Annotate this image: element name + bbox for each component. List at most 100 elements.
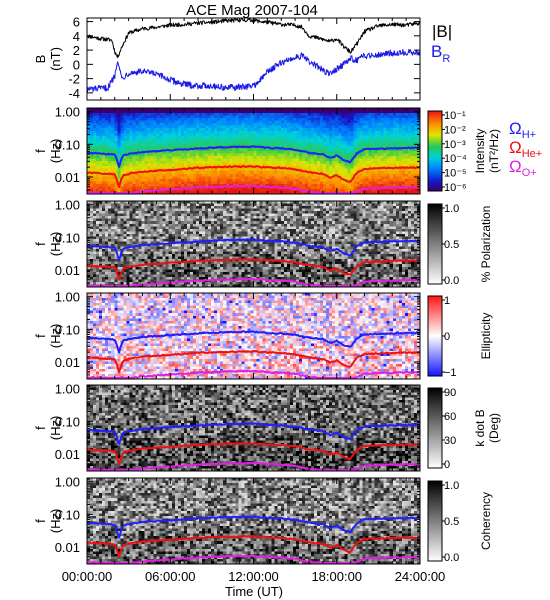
coherency-colorbar-tick: 0.0 [444,552,459,564]
cyclotron-line-He [86,535,421,558]
coherency-ytick-label: 1.00 [55,475,80,490]
series-line-b-total [87,17,421,59]
field-ytick-label: 4 [73,29,80,44]
kdotb-ytick-label: 0.01 [55,447,80,462]
time-tick-label: 06:00:00 [145,569,196,584]
kdotb-colorbar-tick: 90 [444,387,456,399]
coherency-yunit: (Hz) [48,509,63,534]
intensity-ytick-label: 1.00 [55,105,80,120]
cyclotron-line-H [86,330,421,354]
polarization-panel: 1.00 0.10 0.01 f (Hz) 1.0 0.5 0.0 % Polarization [33,198,493,288]
intensity-heatmap [87,108,421,195]
cyclotron-line-H [86,238,421,262]
legend-b-r: BR [431,42,450,65]
cyclotron-line-He [86,350,420,373]
coherency-colorbar [427,480,443,562]
ellipticity-ytick-label: 0.01 [55,355,80,370]
coherency-panel: 1.00 0.10 0.01 f (Hz) 1.0 0.5 0.0 Coherency [33,475,493,565]
polarization-colorbar-tick: 0.5 [444,239,459,251]
ellipticity-heatmap [87,293,421,380]
figure-title: ACE Mag 2007-104 [186,2,318,19]
kdotb-ytick-label: 1.00 [55,382,80,397]
legend-cyclotron-O: ΩO+ [509,157,537,179]
intensity-colorbar-tick: 10⁻¹ [444,110,466,122]
coherency-ytick-label: 0.10 [55,507,80,522]
legend-cyclotron-H: ΩH+ [509,119,536,141]
polarization-yunit: (Hz) [48,232,63,257]
coherency-ylabel: f [33,519,48,523]
kdotb-colorbar-tick: 30 [444,435,456,447]
coherency-colorbar-tick: 0.5 [444,516,459,528]
ellipticity-ytick-label: 0.10 [55,322,80,337]
polarization-colorbar-tick: 0.0 [444,275,459,287]
field-ytick-label: 6 [73,15,80,30]
field-ylabel: B [33,55,48,64]
intensity-yunit: (Hz) [48,139,63,164]
time-tick-label: 18:00:00 [311,569,362,584]
intensity-panel: 1.00 0.10 0.01 f (Hz) 10⁻¹ 10⁻² 10⁻³ 10⁻⁴ 10⁻⁵ 10⁻… [33,105,542,195]
field-ytick-label: -4 [68,86,80,101]
kdotb-ylabel: f [33,426,48,430]
ellipticity-yunit: (Hz) [48,324,63,349]
intensity-colorbar-label: Intensity [473,129,487,174]
polarization-ytick-label: 1.00 [55,198,80,213]
ellipticity-colorbar-tick: −1 [444,367,457,379]
kdotb-colorbar-tick: 0 [444,459,450,471]
polarization-colorbar-tick: 1.0 [444,203,459,215]
time-tick-label: 24:00:00 [395,569,446,584]
ellipticity-colorbar-tick: 1 [444,295,450,307]
ellipticity-panel: 1.00 0.10 0.01 f (Hz) 1 0 −1 Ellipticity [33,290,493,380]
intensity-colorbar-tick: 10⁻⁵ [444,168,467,180]
legend-b-total: |B| [432,22,452,41]
ellipticity-colorbar [427,295,443,377]
coherency-ytick-label: 0.01 [55,540,80,555]
ellipticity-ylabel: f [33,334,48,338]
intensity-colorbar [427,110,443,192]
intensity-colorbar-tick: 10⁻² [444,124,466,136]
cyclotron-line-H [86,515,421,539]
kdotb-ytick-label: 0.10 [55,414,80,429]
intensity-colorbar-unit: (nT²/Hz) [487,129,501,173]
ellipticity-colorbar-tick: 0 [444,331,450,343]
intensity-ytick-label: 0.10 [55,137,80,152]
coherency-colorbar-label: Coherency [479,492,493,550]
intensity-ytick-label: 0.01 [55,170,80,185]
kdotb-yunit: (Hz) [48,416,63,441]
intensity-ylabel: f [33,149,48,153]
series-line-b-r [86,48,421,93]
polarization-ylabel: f [33,242,48,246]
cyclotron-line-H [86,422,421,445]
polarization-colorbar [427,203,443,285]
time-tick-label: 12:00:00 [228,569,279,584]
kdotb-colorbar-label: k dot B [473,409,487,446]
kdotb-colorbar [427,387,443,469]
kdotb-heatmap [87,385,421,472]
polarization-colorbar-label: % Polarization [479,206,493,283]
coherency-colorbar-tick: 1.0 [444,480,459,492]
kdotb-colorbar-unit: (Deg) [487,413,501,443]
intensity-colorbar-tick: 10⁻⁶ [444,182,467,194]
cyclotron-line-He [86,165,421,189]
field-ytick-label: 2 [73,43,80,58]
cyclotron-line-H [86,145,421,168]
ellipticity-ytick-label: 1.00 [55,290,80,305]
cyclotron-line-He [86,258,421,281]
ellipticity-colorbar-label: Ellipticity [479,313,493,360]
polarization-ytick-label: 0.01 [55,263,80,278]
field-ytick-label: 0 [73,57,80,72]
time-axis-label: Time (UT) [225,584,283,599]
time-tick-label: 00:00:00 [62,569,113,584]
kdotb-colorbar-tick: 60 [444,411,456,423]
kdotb-panel: 1.00 0.10 0.01 f (Hz) 90 60 30 0 k dot B (Deg) [33,382,501,472]
intensity-colorbar-tick: 10⁻³ [444,139,466,151]
polarization-ytick-label: 0.10 [55,230,80,245]
field-ytick-label: -2 [68,72,80,87]
polarization-heatmap [87,201,421,288]
legend-cyclotron-He: ΩHe+ [509,138,542,160]
intensity-colorbar-tick: 10⁻⁴ [444,153,467,165]
cyclotron-line-He [86,442,420,466]
coherency-heatmap [87,478,421,565]
field-yunit: (nT) [48,47,63,71]
